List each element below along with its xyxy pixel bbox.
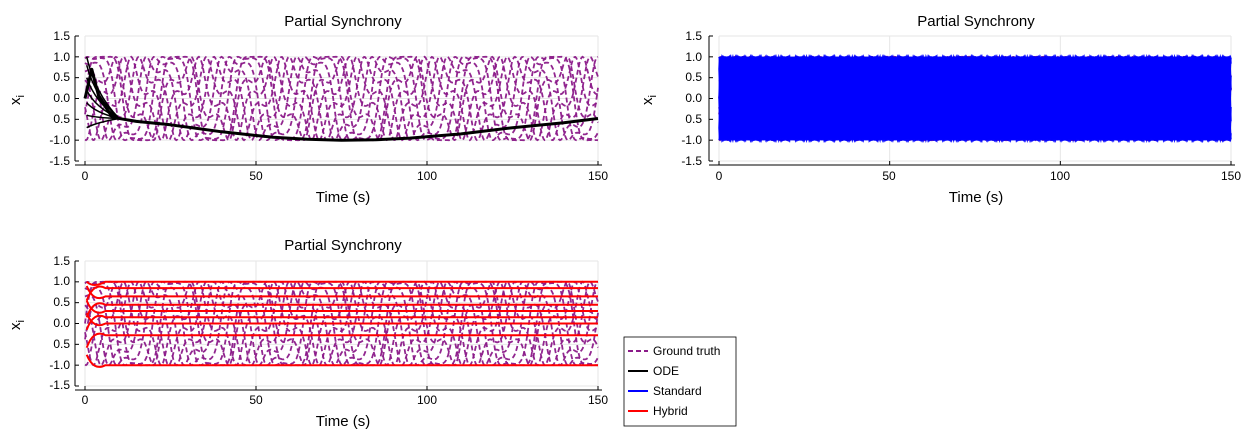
series-line-standard	[718, 53, 1232, 144]
y-tick-label: 1.0	[53, 50, 70, 64]
series-line-hybrid	[85, 300, 598, 314]
series-layer	[718, 53, 1232, 144]
series-line-standard	[718, 53, 1232, 144]
x-tick-label: 50	[882, 169, 896, 183]
legend-entry-ground-truth: Ground truth	[628, 344, 720, 358]
x-tick-label: 50	[249, 169, 263, 183]
y-tick-label: -1.5	[49, 378, 70, 392]
series-line-ground-truth	[84, 55, 599, 142]
y-tick-label: 0.0	[53, 91, 70, 105]
series-line-ode-transient	[85, 77, 120, 120]
legend-entry-hybrid: Hybrid	[628, 404, 688, 418]
y-tick-labels: 1.5 1.0 0.5 0.0 0.5 -1.0 -1.5	[49, 29, 70, 168]
x-tick-label: 150	[588, 393, 608, 407]
chart-panel-bottom-left: Partial Synchrony 1.5 1.0 0.5 0.0 0.5 -1…	[7, 237, 608, 430]
series-line-ode-transient	[86, 114, 120, 120]
y-tick-label: -1.0	[49, 358, 70, 372]
y-tick-label: 0.5	[53, 337, 70, 351]
y-tick-labels: 1.5 1.0 0.5 0.0 0.5 -1.0 -1.5	[49, 254, 70, 392]
chart-panel-top-left: Partial Synchrony 1.5 1.0 0.5 0.0 0.5 -1…	[7, 13, 608, 206]
y-tick-labels: 1.5 1.0 0.5 0.0 0.5 -1.0 -1.5	[681, 29, 702, 168]
y-tick-label: 1.5	[53, 29, 70, 43]
x-tick-label: 100	[417, 169, 437, 183]
x-tick-label: 100	[417, 393, 437, 407]
y-tick-label: 0.5	[685, 70, 702, 84]
series-line-ground-truth	[84, 55, 599, 142]
series-line-ground-truth	[84, 280, 599, 367]
x-tick-label: 150	[1221, 169, 1241, 183]
series-line-ground-truth	[84, 55, 599, 142]
series-line-hybrid	[85, 332, 598, 349]
y-tick-label: 0.0	[53, 316, 70, 330]
chart-panel-top-right: Partial Synchrony 1.5 1.0 0.5 0.0 0.5 -1…	[639, 13, 1241, 206]
axes	[74, 35, 602, 166]
series-layer	[83, 55, 599, 142]
y-tick-label: 1.5	[53, 254, 70, 268]
series-line-ground-truth	[84, 55, 599, 142]
panel-title: Partial Synchrony	[917, 13, 1035, 30]
series-line-ode-transient	[86, 102, 120, 120]
y-tick-label: -1.5	[49, 154, 70, 168]
series-line-ground-truth	[84, 280, 599, 367]
series-line-hybrid	[85, 285, 598, 300]
axes	[708, 35, 1235, 166]
y-axis-label: xi	[639, 95, 659, 105]
series-line-ground-truth	[84, 280, 599, 367]
x-tick-label: 0	[82, 393, 89, 407]
legend: Ground truth ODE Standard Hybrid	[623, 336, 737, 427]
y-tick-label: 0.0	[685, 91, 702, 105]
x-tick-label: 0	[716, 169, 723, 183]
series-line-ground-truth	[84, 55, 599, 142]
x-tick-label: 50	[249, 393, 263, 407]
series-line-ode-transient	[85, 65, 120, 120]
x-tick-label: 150	[588, 169, 608, 183]
y-tick-label: -1.5	[681, 154, 702, 168]
axes	[74, 260, 602, 391]
x-tick-labels: 0 50 100 150	[82, 393, 609, 407]
legend-entry-standard: Standard	[628, 384, 702, 398]
legend-entry-ode: ODE	[628, 364, 679, 378]
x-axis-label: Time (s)	[316, 413, 370, 430]
panel-title: Partial Synchrony	[284, 237, 402, 254]
y-tick-label: 1.5	[685, 29, 702, 43]
series-line-hybrid	[85, 285, 598, 301]
series-line-hybrid	[85, 312, 598, 327]
series-line-hybrid	[86, 280, 598, 286]
series-line-hybrid	[85, 314, 598, 331]
x-tick-label: 0	[82, 169, 89, 183]
y-tick-label: 1.0	[685, 50, 702, 64]
y-tick-label: 0.5	[685, 112, 702, 126]
series-line-ground-truth	[84, 280, 599, 367]
series-line-ground-truth	[84, 280, 599, 367]
legend-label: Standard	[653, 384, 702, 398]
series-line-ground-truth	[84, 55, 599, 142]
series-line-ground-truth	[84, 55, 599, 142]
y-axis-label: xi	[7, 320, 27, 330]
series-line-hybrid	[85, 354, 598, 368]
y-axis-label: xi	[7, 95, 27, 105]
x-axis-label: Time (s)	[949, 189, 1003, 206]
y-tick-label: -1.0	[49, 133, 70, 147]
y-tick-label: 1.0	[53, 274, 70, 288]
legend-label: ODE	[653, 364, 679, 378]
y-tick-label: 0.5	[53, 70, 70, 84]
series-line-hybrid	[85, 302, 598, 318]
series-line-ode-transient	[86, 117, 120, 129]
series-line-ode-transient	[86, 89, 120, 120]
x-tick-label: 100	[1050, 169, 1070, 183]
x-tick-labels: 0 50 100 150	[716, 169, 1242, 183]
y-tick-label: 0.5	[53, 295, 70, 309]
y-tick-label: -1.0	[681, 133, 702, 147]
panel-title: Partial Synchrony	[284, 13, 402, 30]
y-tick-label: 0.5	[53, 112, 70, 126]
legend-label: Ground truth	[653, 344, 720, 358]
legend-label: Hybrid	[653, 404, 688, 418]
series-line-ground-truth	[84, 55, 599, 142]
series-layer	[84, 280, 599, 368]
x-tick-labels: 0 50 100 150	[82, 169, 609, 183]
x-axis-label: Time (s)	[316, 189, 370, 206]
